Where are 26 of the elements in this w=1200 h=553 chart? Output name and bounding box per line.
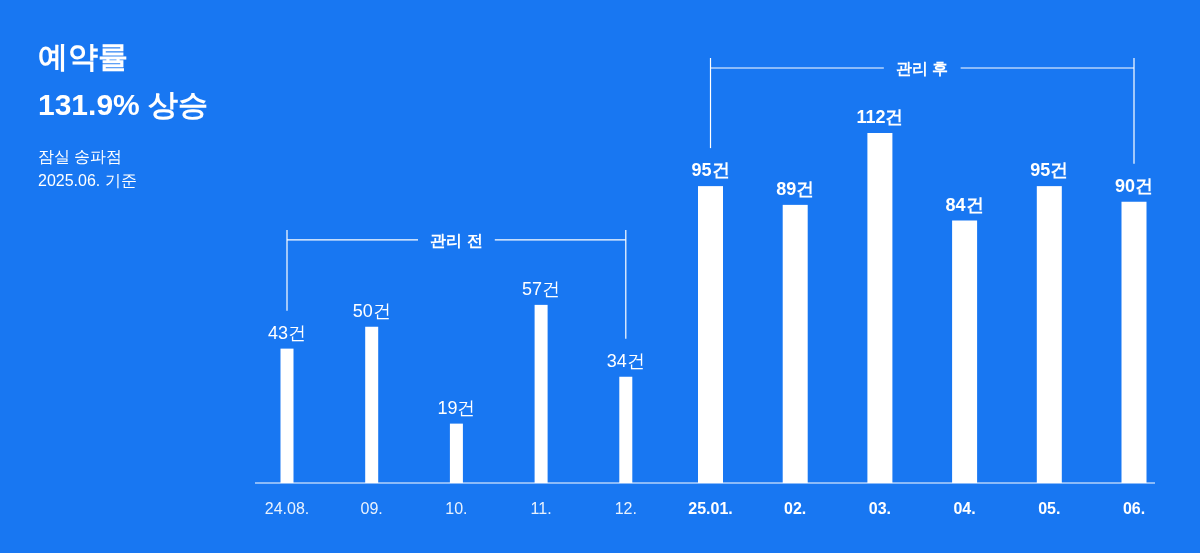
x-tick-label: 04. — [953, 500, 976, 517]
x-tick-label: 10. — [445, 500, 468, 517]
annotation: 관리 전 — [430, 231, 483, 249]
data-label: 19건 — [437, 397, 476, 418]
x-tick-label: 05. — [1038, 500, 1061, 517]
x-tick-label: 02. — [784, 500, 807, 517]
data-label: 34건 — [606, 350, 645, 371]
x-tick-label: 25.01. — [688, 500, 733, 517]
data-label: 112건 — [856, 107, 904, 127]
data-label: 57건 — [522, 278, 561, 299]
data-label: 50건 — [352, 300, 391, 321]
data-label: 43건 — [267, 322, 307, 343]
x-tick-label: 06. — [1122, 500, 1146, 517]
text: 잠실 송파점 2025.06. 기준 — [38, 148, 137, 189]
x-tick-label: 24.08. — [264, 500, 310, 517]
data-label: 89건 — [776, 178, 815, 199]
data-label: 95건 — [1030, 160, 1069, 181]
data-label: 90건 — [1114, 175, 1154, 196]
data-label: 95건 — [691, 160, 730, 181]
x-tick-label: 12. — [614, 500, 637, 517]
data-label: 84건 — [945, 194, 984, 215]
x-tick-label: 09. — [360, 500, 383, 517]
text: 관리 후 — [896, 60, 949, 77]
chart-title: 예약률 131.9% 상승 — [38, 40, 209, 121]
x-tick-label: 11. — [530, 500, 552, 517]
x-tick-label: 03. — [868, 500, 892, 517]
